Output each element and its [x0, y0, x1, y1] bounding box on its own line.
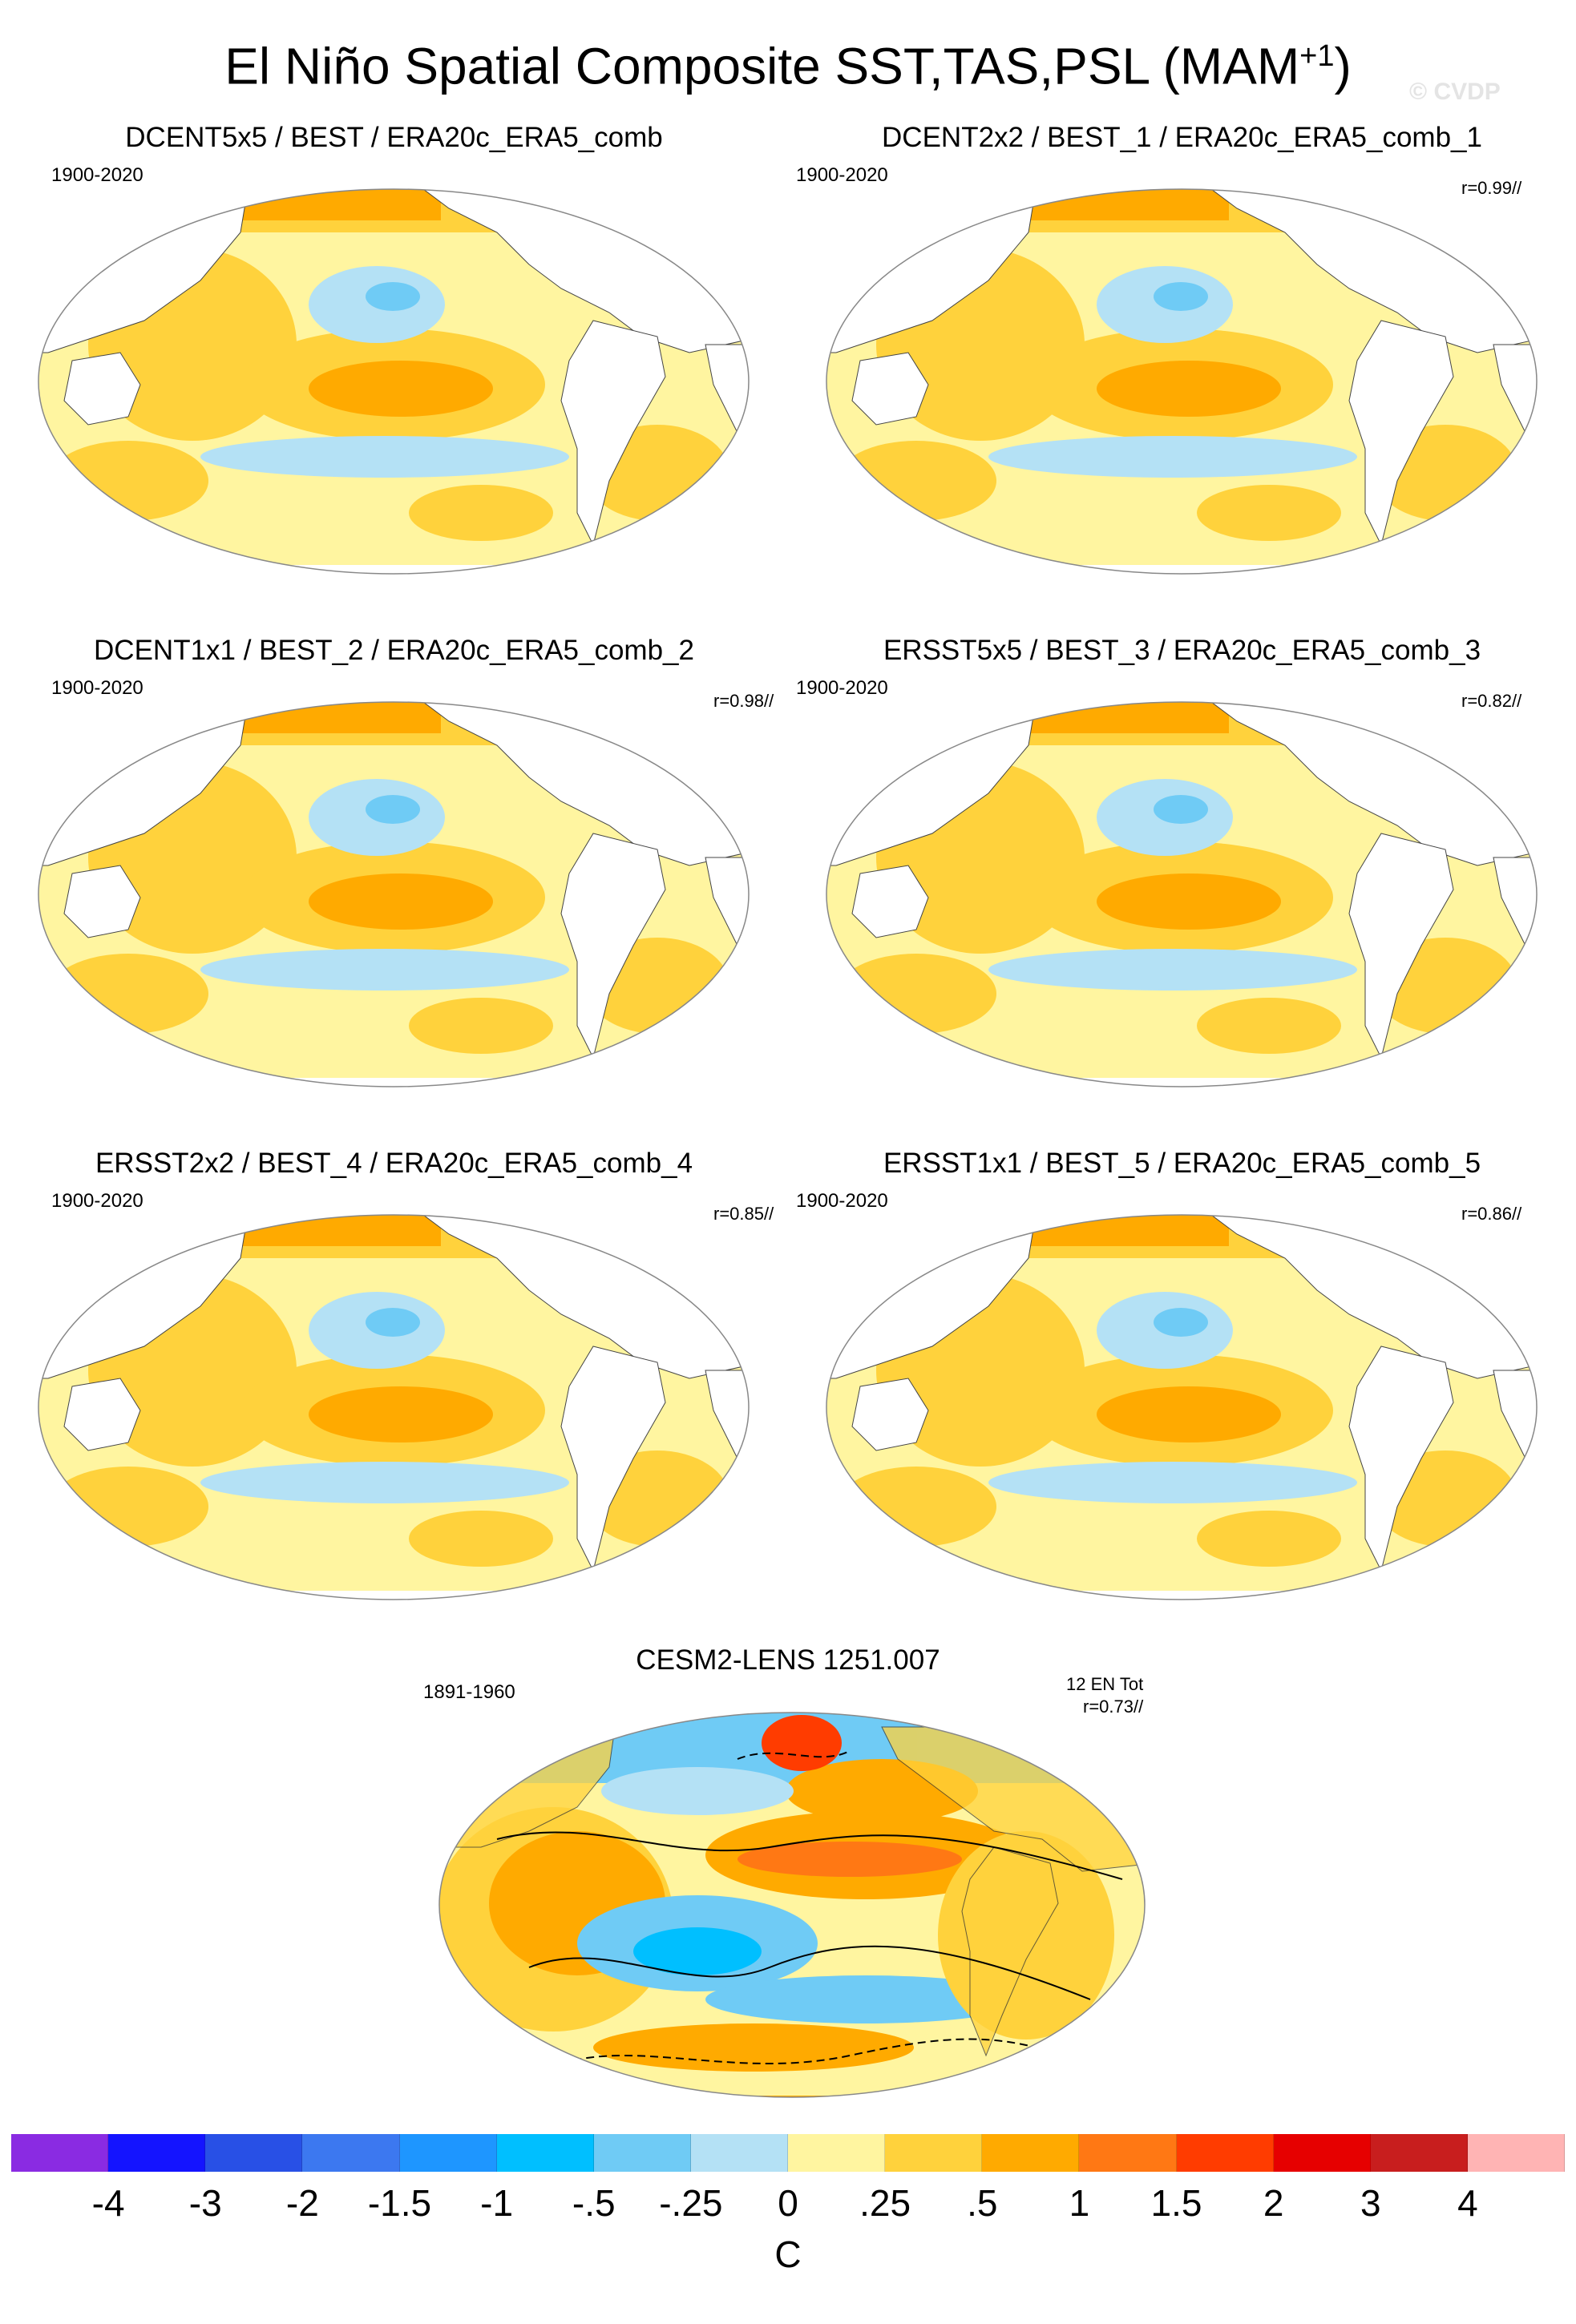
panel-years: 1900-2020 [51, 677, 143, 699]
cvdp-watermark: © CVDP [1409, 79, 1501, 105]
colorbar-swatch [593, 2134, 691, 2172]
colorbar-tick-label: -2 [285, 2182, 319, 2224]
cesm-stats: 12 EN Tot r=0.73// [1066, 1673, 1143, 1718]
colorbar-swatch [108, 2134, 206, 2172]
colorbar-tick-label: -.5 [572, 2182, 616, 2224]
page-title: El Niño Spatial Composite SST,TAS,PSL (M… [224, 37, 1352, 95]
panel-title: ERSST5x5 / BEST_3 / ERA20c_ERA5_comb_3 [883, 635, 1481, 666]
global-map [826, 1214, 1538, 1600]
colorbar-swatch [885, 2134, 983, 2172]
panel-title: DCENT5x5 / BEST / ERA20c_ERA5_comb [125, 122, 663, 153]
colorbar-tick-label: 1.5 [1150, 2182, 1202, 2224]
colorbar-swatch [496, 2134, 594, 2172]
global-map [38, 188, 750, 575]
cesm-correlation: r=0.73// [1083, 1697, 1144, 1717]
panel-correlation: r=0.82// [1461, 691, 1522, 711]
colorbar [11, 2134, 1565, 2172]
panel-title: DCENT1x1 / BEST_2 / ERA20c_ERA5_comb_2 [94, 635, 694, 666]
map-panel-4: ERSST5x5 / BEST_3 / ERA20c_ERA5_comb_3 1… [788, 513, 1576, 1087]
panel-years: 1900-2020 [796, 1190, 888, 1212]
colorbar-tick-label: 1 [1069, 2182, 1090, 2224]
colorbar-tick-label: -4 [91, 2182, 125, 2224]
colorbar-swatch [205, 2134, 303, 2172]
panel-title: ERSST2x2 / BEST_4 / ERA20c_ERA5_comb_4 [95, 1148, 693, 1179]
colorbar-swatch [1467, 2134, 1565, 2172]
colorbar-tick-label: 4 [1457, 2182, 1478, 2224]
map-panel-2: DCENT2x2 / BEST_1 / ERA20c_ERA5_comb_1 1… [788, 0, 1576, 575]
colorbar-swatch [1079, 2134, 1177, 2172]
map-panel-3: DCENT1x1 / BEST_2 / ERA20c_ERA5_comb_2 1… [0, 513, 788, 1087]
colorbar-swatch [1176, 2134, 1274, 2172]
colorbar-tick-label: .5 [967, 2182, 998, 2224]
colorbar-swatch [399, 2134, 497, 2172]
panel-title: ERSST1x1 / BEST_5 / ERA20c_ERA5_comb_5 [883, 1148, 1481, 1179]
colorbar-tick-label: 0 [778, 2182, 798, 2224]
colorbar-swatch [690, 2134, 788, 2172]
panel-years: 1900-2020 [51, 1190, 143, 1212]
global-map [38, 1214, 750, 1600]
cesm-global-map [438, 1712, 1146, 2098]
panel-years: 1900-2020 [51, 164, 143, 186]
cesm-panel-title: CESM2-LENS 1251.007 [636, 1644, 940, 1676]
panel-title: DCENT2x2 / BEST_1 / ERA20c_ERA5_comb_1 [882, 122, 1482, 153]
colorbar-tick-label: -.25 [659, 2182, 723, 2224]
panel-correlation: r=0.85// [713, 1204, 774, 1224]
cesm-event-count: 12 EN Tot [1066, 1674, 1144, 1694]
colorbar-swatch [1273, 2134, 1371, 2172]
map-panel-5: ERSST2x2 / BEST_4 / ERA20c_ERA5_comb_4 1… [0, 1026, 788, 1600]
global-map [38, 701, 750, 1087]
global-map [826, 701, 1538, 1087]
colorbar-tick-label: .25 [859, 2182, 911, 2224]
map-panel-6: ERSST1x1 / BEST_5 / ERA20c_ERA5_comb_5 1… [788, 1026, 1576, 1600]
panel-years: 1900-2020 [796, 164, 888, 186]
panel-correlation: r=0.99// [1461, 178, 1522, 198]
panel-correlation: r=0.86// [1461, 1204, 1522, 1224]
colorbar-swatch [302, 2134, 400, 2172]
global-map [826, 188, 1538, 575]
colorbar-swatch [788, 2134, 886, 2172]
colorbar-tick-label: -1 [480, 2182, 514, 2224]
colorbar-tick-label: -3 [188, 2182, 222, 2224]
colorbar-swatch [1370, 2134, 1468, 2172]
panel-correlation: r=0.98// [713, 691, 774, 711]
cesm-years: 1891-1960 [423, 1681, 515, 1703]
colorbar-swatch [11, 2134, 109, 2172]
colorbar-tick-label: 3 [1360, 2182, 1381, 2224]
panel-years: 1900-2020 [796, 677, 888, 699]
map-panel-1: DCENT5x5 / BEST / ERA20c_ERA5_comb 1900-… [0, 0, 788, 575]
colorbar-swatch [982, 2134, 1080, 2172]
colorbar-tick-label: -1.5 [367, 2182, 432, 2224]
colorbar-unit: C [774, 2233, 802, 2275]
colorbar-tick-label: 2 [1263, 2182, 1284, 2224]
